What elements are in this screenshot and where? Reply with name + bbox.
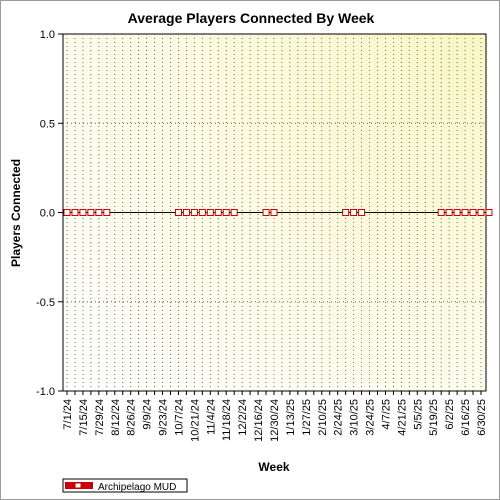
legend: Archipelago MUD	[62, 478, 188, 493]
x-tick-label: 11/18/24	[221, 399, 233, 441]
x-tick-label: 6/16/25	[460, 399, 472, 436]
x-tick-label: 10/21/24	[189, 399, 201, 442]
data-point	[222, 209, 230, 216]
data-point	[485, 209, 493, 216]
chart-title: Average Players Connected By Week	[128, 10, 375, 26]
legend-box	[62, 478, 188, 493]
data-point	[79, 209, 87, 216]
data-point	[174, 209, 182, 216]
x-tick-label: 7/15/24	[78, 399, 90, 436]
data-point	[63, 209, 71, 216]
data-point	[230, 209, 238, 216]
y-axis-ticks: 1.0 0.5 0.0 -0.5 -1.0	[36, 29, 63, 398]
x-tick-label: 2/24/25	[333, 399, 345, 436]
data-point	[437, 209, 445, 216]
x-tick-label: 6/30/25	[476, 399, 488, 436]
y-axis-label: Players Connected	[9, 159, 23, 267]
x-tick-label: 5/19/25	[428, 399, 440, 436]
data-point	[198, 209, 206, 216]
data-point	[461, 209, 469, 216]
x-tick-label: 12/16/24	[253, 399, 265, 442]
data-point	[103, 209, 111, 216]
x-tick-label: 9/23/24	[158, 399, 170, 436]
data-point	[445, 209, 453, 216]
x-tick-label: 3/24/25	[365, 399, 377, 436]
data-point	[87, 209, 95, 216]
x-tick-label: 6/2/25	[444, 399, 456, 430]
x-tick-label: 8/26/24	[126, 399, 138, 436]
x-axis-ticks: 7/1/24 7/15/24 7/29/24 8/12/24 8/26/24 9/9/24…	[62, 391, 488, 442]
data-point	[262, 209, 270, 216]
x-tick-label: 1/13/25	[285, 399, 297, 436]
data-point	[342, 209, 350, 216]
x-axis-label: Week	[258, 460, 289, 474]
data-point	[350, 209, 358, 216]
x-tick-label: 7/1/24	[62, 399, 74, 430]
x-tick-label: 4/21/25	[396, 399, 408, 436]
x-tick-label: 2/10/25	[317, 399, 329, 436]
y-tick-label: -1.0	[36, 386, 55, 398]
x-tick-label: 12/2/24	[237, 399, 249, 436]
x-tick-label: 3/10/25	[349, 399, 361, 436]
x-tick-label: 8/12/24	[110, 399, 122, 436]
x-tick-label: 10/7/24	[173, 399, 185, 436]
data-point	[453, 209, 461, 216]
data-point	[477, 209, 485, 216]
legend-label: Archipelago MUD	[98, 482, 176, 493]
x-tick-label: 9/9/24	[142, 399, 154, 430]
x-tick-label: 11/4/24	[205, 399, 217, 435]
y-tick-label: 1.0	[40, 29, 55, 41]
data-point	[206, 209, 214, 216]
x-tick-label: 7/29/24	[94, 399, 106, 436]
legend-marker	[74, 482, 82, 489]
x-tick-label: 12/30/24	[269, 399, 281, 442]
y-tick-label: 0.0	[40, 208, 55, 220]
data-point	[95, 209, 103, 216]
x-tick-label: 5/5/25	[412, 399, 424, 430]
data-point	[358, 209, 366, 216]
data-point	[469, 209, 477, 216]
data-point	[182, 209, 190, 216]
y-tick-label: 0.5	[40, 118, 55, 130]
series-markers	[63, 209, 493, 216]
x-tick-label: 1/27/25	[301, 399, 313, 436]
data-point	[71, 209, 79, 216]
data-point	[190, 209, 198, 216]
data-point	[214, 209, 222, 216]
data-point	[270, 209, 278, 216]
y-tick-label: -0.5	[36, 297, 55, 309]
x-tick-label: 4/7/25	[380, 399, 392, 430]
